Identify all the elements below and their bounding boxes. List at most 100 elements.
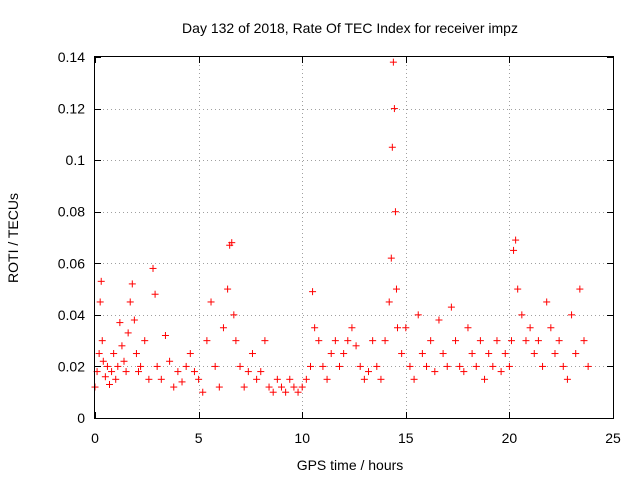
data-point — [489, 362, 497, 370]
data-point — [418, 350, 426, 358]
data-point — [423, 362, 431, 370]
data-point — [356, 362, 364, 370]
data-point — [207, 298, 215, 306]
data-point — [323, 375, 331, 383]
data-point — [182, 362, 190, 370]
y-tick-labels: 0 0.02 0.04 0.06 0.08 0.1 0.12 0.14 — [58, 49, 85, 426]
data-point — [414, 311, 422, 319]
y-tick-label: 0.06 — [58, 255, 85, 271]
data-point — [290, 383, 298, 391]
data-point — [547, 324, 555, 332]
data-point — [530, 350, 538, 358]
y-tick-label: 0.12 — [58, 101, 85, 117]
data-point — [277, 383, 285, 391]
data-point — [178, 378, 186, 386]
data-point — [402, 324, 410, 332]
y-tick-label: 0.04 — [58, 307, 85, 323]
y-tick-label: 0.02 — [58, 358, 85, 374]
data-point — [493, 337, 501, 345]
data-point — [232, 337, 240, 345]
data-point — [96, 298, 104, 306]
data-point — [195, 375, 203, 383]
data-point — [228, 239, 236, 247]
data-point — [306, 362, 314, 370]
data-point — [472, 362, 480, 370]
data-point — [174, 368, 182, 376]
data-point — [99, 357, 107, 365]
chart-title: Day 132 of 2018, Rate Of TEC Index for r… — [182, 20, 518, 36]
data-point — [534, 337, 542, 345]
data-point — [315, 337, 323, 345]
x-tick-label: 0 — [91, 430, 99, 446]
data-point — [431, 368, 439, 376]
data-point — [211, 362, 219, 370]
plot-frame — [94, 56, 614, 419]
data-point — [388, 143, 396, 151]
data-point — [97, 277, 105, 285]
data-point — [244, 368, 252, 376]
x-tick-labels: 0 5 10 15 20 25 — [91, 430, 621, 446]
data-point — [410, 375, 418, 383]
data-point — [551, 350, 559, 358]
data-point — [385, 298, 393, 306]
y-tick-label: 0 — [77, 410, 85, 426]
data-point — [369, 337, 377, 345]
data-point — [456, 362, 464, 370]
data-point — [352, 342, 360, 350]
axis-ticks — [95, 57, 614, 419]
data-point — [381, 337, 389, 345]
data-point — [253, 375, 261, 383]
data-point — [122, 368, 130, 376]
data-point — [236, 362, 244, 370]
data-point — [373, 362, 381, 370]
data-point — [240, 383, 248, 391]
data-point — [224, 285, 232, 293]
data-point — [190, 368, 198, 376]
data-point — [98, 337, 106, 345]
data-point — [203, 337, 211, 345]
data-point — [112, 375, 120, 383]
data-point — [186, 350, 194, 358]
y-axis-label: ROTI / TECUs — [5, 193, 21, 283]
data-point — [124, 329, 132, 337]
data-point — [481, 375, 489, 383]
x-tick-label: 25 — [605, 430, 621, 446]
data-point — [427, 337, 435, 345]
data-point — [170, 383, 178, 391]
data-point — [294, 388, 302, 396]
data-point — [507, 337, 515, 345]
data-point — [365, 368, 373, 376]
data-point — [282, 388, 290, 396]
data-point — [485, 350, 493, 358]
x-tick-label: 20 — [502, 430, 518, 446]
data-point — [106, 380, 114, 388]
data-point — [497, 368, 505, 376]
data-point — [302, 375, 310, 383]
data-point — [126, 298, 134, 306]
data-points — [91, 58, 592, 396]
data-point — [389, 58, 397, 66]
data-point — [120, 357, 128, 365]
data-point — [377, 375, 385, 383]
x-axis-label: GPS time / hours — [297, 457, 404, 473]
data-point — [257, 368, 265, 376]
data-point — [118, 342, 126, 350]
data-point — [199, 388, 207, 396]
data-point — [137, 362, 145, 370]
data-point — [518, 311, 526, 319]
data-point — [309, 288, 317, 296]
data-point — [435, 316, 443, 324]
data-point — [101, 373, 109, 381]
data-point — [522, 337, 530, 345]
data-point — [298, 383, 306, 391]
data-point — [510, 246, 518, 254]
data-point — [103, 362, 111, 370]
data-point — [392, 285, 400, 293]
data-point — [141, 337, 149, 345]
data-point — [248, 350, 256, 358]
x-tick-label: 10 — [294, 430, 310, 446]
data-point — [559, 362, 567, 370]
data-point — [219, 324, 227, 332]
x-tick-label: 5 — [195, 430, 203, 446]
